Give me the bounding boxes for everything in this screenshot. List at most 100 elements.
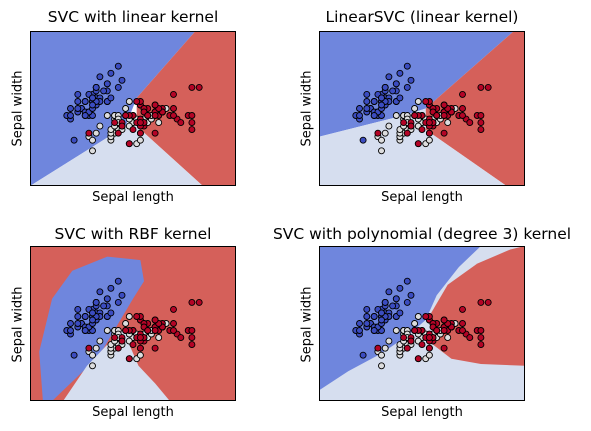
data-point-class-1 [96,122,104,130]
data-point-class-1 [89,147,96,155]
data-point-class-1 [411,105,419,112]
data-point-class-0 [403,62,411,70]
data-point-class-2 [133,98,141,105]
data-point-class-1 [414,98,422,105]
data-point-class-1 [103,327,111,334]
data-point-class-0 [363,305,371,313]
data-point-class-2 [414,355,422,363]
data-point-class-2 [122,112,130,119]
data-point-class-0 [81,112,89,119]
plot-area-svc-poly [319,246,525,401]
data-point-class-0 [403,277,411,285]
data-point-class-0 [67,327,74,334]
data-point-class-0 [356,320,363,327]
data-point-class-0 [385,288,393,296]
data-point-class-0 [370,313,378,320]
data-point-class-2 [400,334,408,342]
data-point-class-0 [81,98,89,105]
data-point-class-2 [459,90,466,98]
data-point-class-1 [385,337,393,345]
data-point-class-2 [111,119,119,127]
data-point-class-0 [363,105,371,112]
data-point-class-2 [403,344,411,352]
data-point-class-0 [114,62,122,70]
data-point-class-0 [74,320,82,327]
axes-frame [30,246,236,401]
data-point-class-0 [392,80,400,88]
data-point-class-0 [403,298,411,306]
data-point-class-1 [92,344,100,352]
data-point-class-2 [170,320,177,327]
data-point-class-2 [136,129,144,137]
data-point-class-0 [114,83,122,91]
data-point-class-1 [378,147,385,155]
data-point-class-2 [477,112,485,119]
data-point-class-1 [89,362,96,370]
data-point-class-1 [381,129,389,137]
data-point-class-1 [444,119,452,127]
data-point-class-0 [81,313,89,320]
data-point-class-2 [188,334,196,342]
data-point-class-2 [440,112,448,119]
data-point-class-0 [356,327,363,334]
y-axis-label-svc-poly: Sepal width [299,286,315,363]
data-point-class-1 [125,313,133,320]
data-point-class-1 [155,119,163,127]
data-point-class-0 [89,94,96,102]
data-point-class-1 [136,351,144,359]
decision-region-class-0 [30,31,196,186]
data-point-class-2 [477,83,485,91]
data-point-class-2 [459,320,466,327]
data-point-class-2 [477,341,485,349]
data-point-class-0 [385,73,393,81]
data-point-class-1 [92,129,100,137]
data-point-class-2 [125,355,133,363]
data-point-class-1 [96,337,104,345]
data-point-class-2 [177,119,185,127]
data-point-class-0 [407,76,415,84]
data-point-class-1 [378,136,385,144]
data-point-class-1 [122,320,130,327]
data-point-class-2 [440,327,448,334]
data-point-class-0 [114,277,122,285]
data-point-class-2 [477,119,485,127]
data-point-class-0 [74,105,82,112]
data-point-class-2 [85,344,93,352]
data-point-class-0 [370,112,378,119]
data-point-class-2 [400,119,408,127]
data-point-class-2 [133,313,141,320]
data-point-class-2 [170,305,177,313]
data-point-class-0 [381,83,389,91]
data-point-class-2 [459,105,466,112]
data-point-class-0 [396,284,404,292]
data-point-class-2 [418,341,426,349]
chart-title-linearsvc: LinearSVC (linear kernel) [325,8,519,26]
data-point-class-2 [151,327,159,334]
data-point-class-0 [378,309,385,317]
data-point-class-2 [484,83,492,91]
data-point-class-1 [385,122,393,130]
data-point-class-2 [170,90,177,98]
data-point-class-2 [407,337,415,345]
data-point-class-0 [396,69,404,77]
data-point-class-0 [96,73,104,81]
data-point-class-2 [188,119,196,127]
data-point-class-2 [425,344,433,352]
data-point-class-2 [433,112,441,119]
data-point-class-2 [114,129,122,137]
data-point-class-2 [151,101,159,109]
plot-area-svc-linear [30,31,236,186]
data-point-class-0 [407,291,415,299]
data-point-class-0 [89,101,96,109]
data-point-class-2 [374,129,382,137]
data-point-class-2 [122,327,130,334]
data-point-class-2 [188,83,196,91]
data-point-class-0 [396,309,404,317]
x-axis-label-svc-linear: Sepal length [92,190,174,205]
data-point-class-2 [477,126,485,134]
data-point-class-1 [89,351,96,359]
data-point-class-0 [363,98,371,105]
data-point-class-0 [107,309,115,317]
data-point-class-2 [151,316,159,324]
data-point-class-1 [392,112,400,119]
